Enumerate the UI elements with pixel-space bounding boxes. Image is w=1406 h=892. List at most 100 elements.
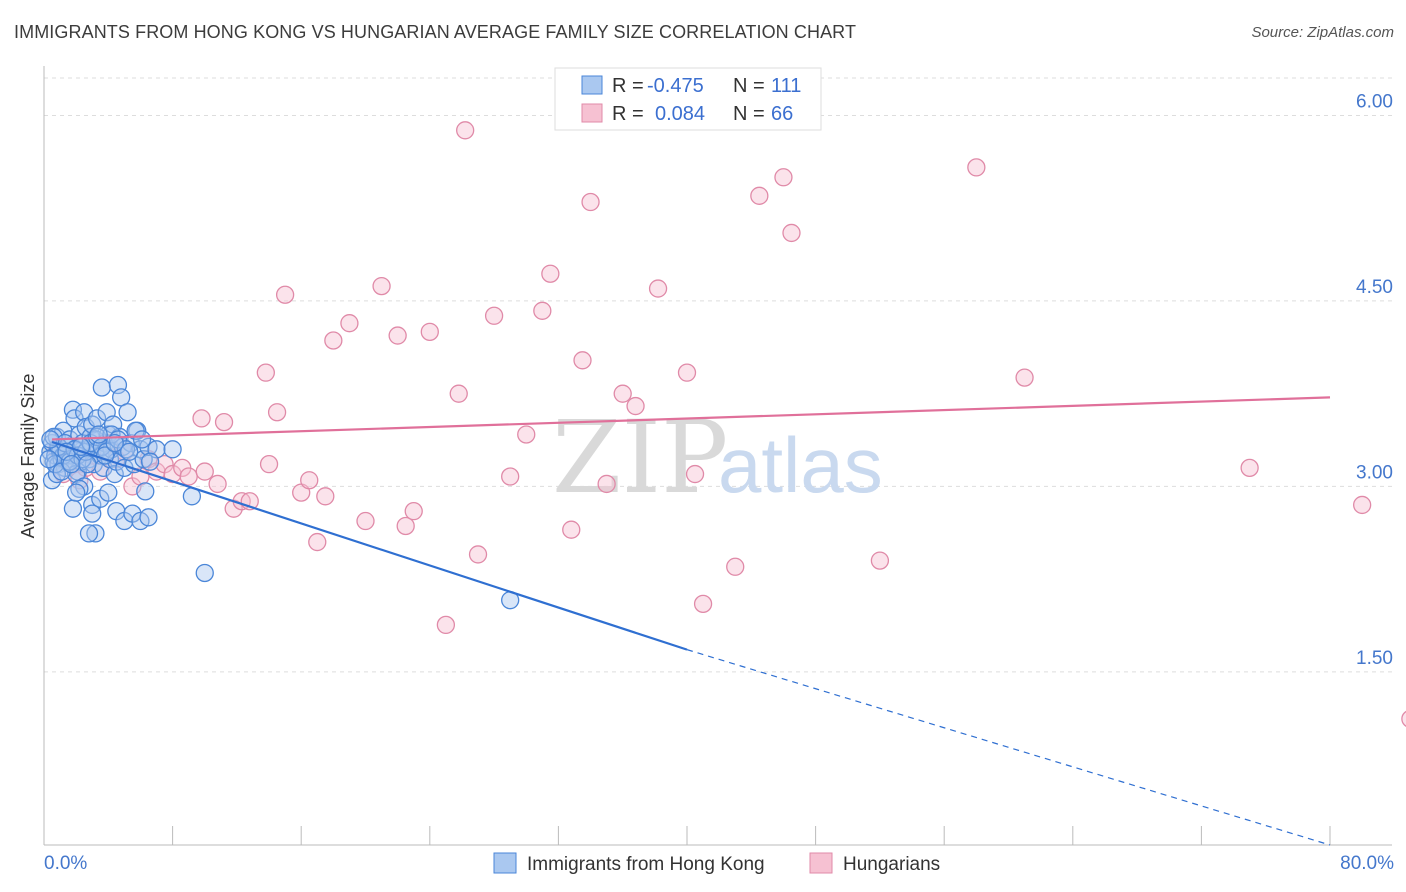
data-point bbox=[300, 471, 319, 490]
data-point bbox=[89, 425, 108, 444]
data-point bbox=[404, 501, 423, 521]
data-point bbox=[870, 551, 890, 570]
data-point bbox=[44, 427, 63, 447]
data-point bbox=[484, 306, 504, 325]
data-point bbox=[1240, 458, 1259, 478]
data-point bbox=[1015, 368, 1034, 387]
data-point bbox=[83, 504, 102, 523]
data-point bbox=[267, 403, 287, 422]
series-hungarians bbox=[47, 121, 1406, 727]
data-point bbox=[1353, 495, 1372, 515]
data-point bbox=[340, 314, 359, 333]
chart-title: IMMIGRANTS FROM HONG KONG VS HUNGARIAN A… bbox=[14, 22, 857, 42]
data-point bbox=[693, 594, 713, 614]
data-point bbox=[449, 384, 468, 403]
data-point bbox=[118, 403, 137, 422]
data-point bbox=[541, 264, 560, 283]
legend-n-value-1: 111 bbox=[771, 75, 801, 97]
data-point bbox=[308, 532, 327, 552]
data-point bbox=[99, 483, 118, 502]
data-point bbox=[396, 516, 415, 536]
data-point bbox=[356, 511, 375, 531]
data-point bbox=[626, 396, 645, 416]
legend-swatch-hong-kong bbox=[493, 852, 517, 874]
trend-lines bbox=[51, 396, 1331, 846]
data-point bbox=[967, 158, 986, 177]
data-point bbox=[613, 384, 632, 403]
data-point bbox=[120, 442, 139, 461]
data-point bbox=[677, 363, 697, 382]
y-tick-label: 3.00 bbox=[1356, 462, 1393, 483]
data-point bbox=[63, 499, 83, 518]
y-tick-label: 1.50 bbox=[1356, 648, 1393, 669]
y-tick-labels: 1.50 3.00 4.50 6.00 bbox=[1356, 91, 1393, 668]
legend-swatch-pink bbox=[581, 103, 603, 123]
data-point bbox=[275, 285, 295, 304]
data-point bbox=[774, 168, 793, 187]
x-tick-label-max: 80.0% bbox=[1340, 853, 1394, 874]
watermark-zip: ZIP bbox=[552, 399, 728, 516]
data-point bbox=[92, 378, 112, 397]
data-point bbox=[79, 524, 99, 543]
data-point bbox=[420, 322, 439, 341]
data-point bbox=[533, 301, 552, 320]
trend-line-hong-kong-extension bbox=[686, 649, 1331, 846]
data-point bbox=[192, 409, 211, 428]
legend-r-value-1: -0.475 bbox=[647, 75, 704, 97]
trend-line-hungarians bbox=[52, 396, 1331, 441]
data-point bbox=[468, 545, 488, 564]
legend-r-label-1: R = bbox=[612, 75, 644, 97]
data-point bbox=[136, 482, 155, 501]
data-point bbox=[208, 474, 227, 494]
data-point bbox=[78, 455, 97, 474]
data-point bbox=[116, 440, 136, 459]
trend-line-hong-kong bbox=[51, 440, 688, 651]
data-point bbox=[139, 508, 158, 527]
data-point bbox=[388, 326, 407, 345]
data-point bbox=[214, 412, 234, 432]
data-point bbox=[517, 425, 536, 444]
data-point bbox=[562, 520, 581, 539]
y-axis-label: Average Family Size bbox=[18, 374, 38, 539]
data-point bbox=[105, 433, 124, 453]
legend-r-value-2: 0.084 bbox=[655, 103, 705, 125]
axes bbox=[43, 66, 1392, 846]
data-point bbox=[195, 462, 214, 481]
x-tick-label-min: 0.0% bbox=[44, 853, 87, 874]
data-point bbox=[324, 331, 343, 350]
data-point bbox=[372, 276, 391, 296]
data-point bbox=[163, 440, 182, 459]
data-point bbox=[501, 467, 520, 486]
data-point bbox=[62, 455, 81, 474]
data-point bbox=[259, 455, 279, 474]
data-point bbox=[456, 121, 475, 140]
y-tick-label: 6.00 bbox=[1356, 91, 1393, 112]
data-point bbox=[140, 452, 160, 471]
data-point bbox=[597, 474, 616, 494]
data-point bbox=[581, 192, 600, 212]
data-point bbox=[685, 464, 705, 484]
data-point bbox=[782, 223, 801, 243]
legend-label-hungarians: Hungarians bbox=[843, 854, 940, 875]
legend-n-label-1: N = bbox=[733, 75, 765, 97]
data-point bbox=[67, 483, 86, 502]
watermark: ZIP atlas bbox=[552, 399, 883, 516]
legend-swatch-hungarians bbox=[809, 852, 833, 874]
data-point bbox=[39, 450, 58, 469]
data-point bbox=[87, 409, 107, 428]
data-point bbox=[86, 524, 105, 543]
data-point bbox=[179, 467, 198, 486]
legend-label-hong-kong: Immigrants from Hong Kong bbox=[527, 854, 765, 875]
data-point bbox=[750, 186, 769, 205]
grid-lines bbox=[44, 77, 1392, 673]
legend-n-label-2: N = bbox=[733, 103, 765, 125]
correlation-legend: R = -0.475 N = 111 R = 0.084 N = 66 bbox=[554, 67, 822, 131]
source-label: Source: ZipAtlas.com bbox=[1251, 24, 1394, 41]
legend-swatch-blue bbox=[581, 75, 603, 95]
data-point bbox=[195, 563, 214, 583]
data-point bbox=[256, 363, 275, 382]
data-point bbox=[132, 430, 152, 449]
data-point bbox=[316, 487, 335, 506]
legend-n-value-2: 66 bbox=[771, 103, 793, 125]
